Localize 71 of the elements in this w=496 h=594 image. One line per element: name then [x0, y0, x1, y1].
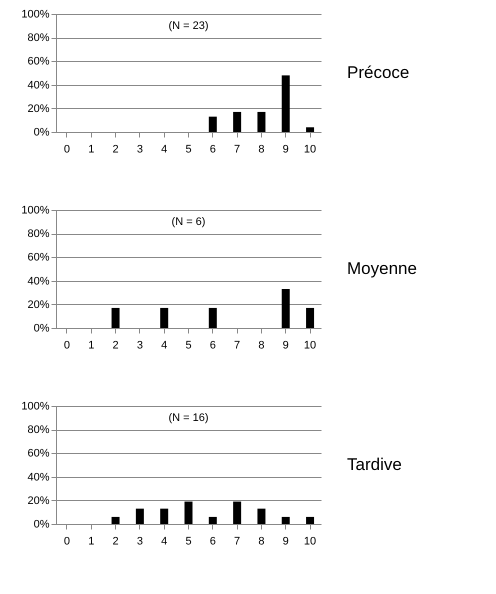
- bar: [257, 508, 266, 524]
- bar: [208, 116, 217, 132]
- x-tick-label: 5: [185, 536, 192, 548]
- x-tick-label: 4: [161, 144, 168, 156]
- bar: [306, 127, 314, 132]
- x-tick-label: 9: [282, 340, 289, 352]
- x-tick-label: 1: [88, 340, 94, 352]
- bar: [233, 112, 242, 132]
- y-tick-label: 100%: [21, 400, 50, 412]
- y-tick-label: 60%: [27, 448, 50, 460]
- x-tick-label: 9: [282, 536, 289, 548]
- bar: [184, 502, 192, 524]
- y-tick-label: 80%: [27, 228, 50, 240]
- x-tick-label: 6: [210, 536, 216, 548]
- x-tick-label: 10: [304, 144, 316, 156]
- bar: [282, 516, 290, 524]
- bar: [160, 508, 168, 524]
- x-tick-label: 1: [88, 536, 94, 548]
- x-tick-label: 3: [136, 536, 143, 548]
- x-tick-label: 5: [185, 144, 192, 156]
- annotation: (N = 23): [168, 20, 209, 32]
- text: Moyenne: [347, 259, 417, 278]
- y-tick-label: 80%: [27, 424, 50, 436]
- annotation: (N = 16): [168, 412, 209, 424]
- x-tick-label: 0: [64, 144, 70, 156]
- y-tick-label: 20%: [27, 102, 50, 115]
- y-tick-label: 0%: [34, 518, 50, 530]
- x-tick-label: 5: [185, 340, 192, 352]
- y-tick-label: 60%: [27, 252, 50, 264]
- x-tick-label: 9: [282, 144, 289, 156]
- x-tick-label: 7: [234, 340, 240, 352]
- y-tick-label: 20%: [27, 494, 50, 507]
- y-tick-label: 20%: [27, 298, 50, 311]
- bar: [136, 508, 144, 524]
- y-tick-label: 100%: [21, 204, 50, 216]
- x-tick-label: 7: [234, 536, 240, 548]
- x-tick-label: 2: [112, 144, 119, 156]
- y-tick-label: 80%: [27, 32, 50, 44]
- y-tick-label: 60%: [27, 56, 50, 68]
- x-tick-label: 0: [64, 536, 70, 548]
- x-tick-label: 1: [88, 144, 94, 156]
- x-tick-label: 2: [112, 536, 119, 548]
- text: Tardive: [347, 455, 402, 474]
- annotation: (N = 6): [172, 216, 206, 228]
- x-tick-label: 3: [136, 144, 143, 156]
- y-tick-label: 40%: [27, 471, 50, 484]
- x-tick-label: 4: [161, 536, 168, 548]
- text: Précoce: [347, 63, 410, 82]
- x-tick-label: 8: [258, 144, 264, 156]
- y-tick-label: 40%: [27, 275, 50, 288]
- x-tick-label: 8: [258, 536, 264, 548]
- y-tick-label: 40%: [27, 79, 50, 92]
- bar: [208, 516, 217, 524]
- bar: [306, 516, 314, 524]
- x-tick-label: 3: [136, 340, 143, 352]
- bar: [282, 75, 290, 132]
- x-tick-label: 8: [258, 340, 264, 352]
- x-tick-label: 7: [234, 144, 240, 156]
- bar: [257, 112, 266, 132]
- bar: [112, 516, 120, 524]
- y-tick-label: 0%: [34, 322, 50, 334]
- x-tick-label: 6: [210, 340, 216, 352]
- x-tick-label: 10: [304, 340, 316, 352]
- y-tick-label: 0%: [34, 126, 50, 138]
- y-tick-label: 100%: [21, 8, 50, 20]
- x-tick-label: 10: [304, 536, 316, 548]
- x-tick-label: 0: [64, 340, 70, 352]
- x-tick-label: 2: [112, 340, 119, 352]
- bar: [233, 502, 242, 524]
- x-tick-label: 6: [210, 144, 216, 156]
- x-tick-label: 4: [161, 340, 168, 352]
